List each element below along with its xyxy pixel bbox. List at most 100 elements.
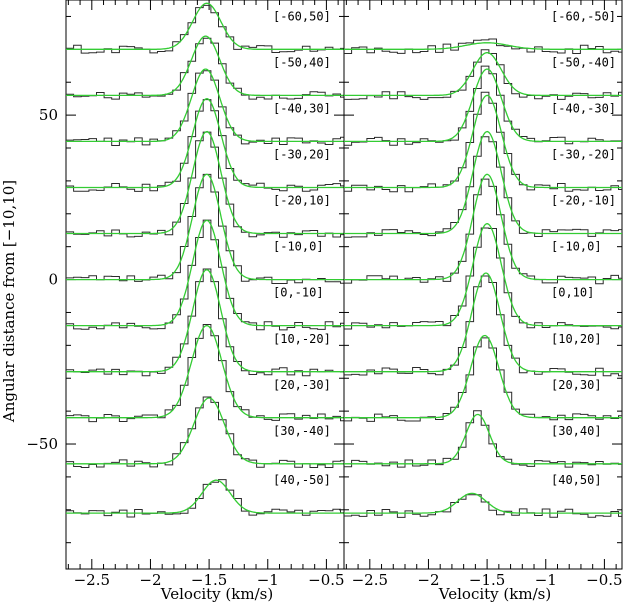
observed-histogram [66, 37, 344, 100]
y-tick-label: −50 [26, 435, 58, 453]
gaussian-fit [66, 479, 344, 514]
spectrum-[20,-30]: [20,-30] [66, 324, 344, 423]
gaussian-fit [344, 413, 622, 465]
observed-histogram [66, 479, 344, 518]
observed-histogram [344, 410, 622, 468]
observed-histogram [344, 49, 622, 100]
y-axis-label: Angular distance from [−10,10] [0, 180, 18, 423]
gaussian-fit [344, 68, 622, 143]
spectrum-[40,50]: [40,50] [344, 473, 622, 518]
x-tick-label: −0.5 [308, 571, 344, 589]
observed-histogram [66, 268, 344, 377]
position-label: [-50,-40] [551, 55, 616, 69]
gaussian-fit [344, 130, 622, 235]
gaussian-fit [344, 223, 622, 327]
panels-layer: −2.5 −2 −1.5 −1 −0.5 50 0 −50 Velocity (km/s) [-6… [26, 0, 623, 602]
gaussian-fit [66, 98, 344, 189]
x-tick-label: −1.5 [469, 571, 505, 589]
x-tick-label: −2.5 [352, 571, 388, 589]
position-label: [-60,-50] [551, 9, 616, 23]
spectrum-[0,-10]: [0,-10] [66, 219, 344, 331]
spectrum-[-50,40]: [-50,40] [66, 35, 344, 100]
spectrum-[-40,-30]: [-40,-30] [344, 65, 622, 146]
y-tick-label: 0 [48, 271, 58, 289]
position-label: [-60,50] [273, 9, 331, 23]
spectrum-[10,20]: [10,20] [344, 272, 622, 377]
observed-histogram [344, 275, 622, 377]
position-label: [10,20] [551, 332, 602, 346]
gaussian-fit [344, 173, 622, 281]
observed-histogram [344, 178, 622, 285]
x-tick-label: −0.5 [586, 571, 622, 589]
observed-histogram [66, 99, 344, 192]
spectrum-[40,-50]: [40,-50] [66, 473, 344, 518]
position-label: [30,40] [551, 424, 602, 438]
spectrum-[30,40]: [30,40] [344, 410, 622, 468]
gaussian-fit [66, 269, 344, 373]
position-label: [-10,0] [551, 240, 602, 254]
position-label: [40,-50] [273, 473, 331, 487]
spectrum-[30,-40]: [30,-40] [66, 396, 344, 468]
position-label: [0,-10] [273, 286, 324, 300]
position-label: [10,-20] [273, 332, 331, 346]
observed-histogram [66, 4, 344, 54]
gaussian-fit [344, 272, 622, 373]
spectrum-[10,-20]: [10,-20] [66, 268, 344, 377]
spectrum-[-30,20]: [-30,20] [66, 98, 344, 192]
gaussian-fit [66, 219, 344, 327]
x-axis-label: Velocity (km/s) [160, 585, 273, 602]
spectrum-[-40,30]: [-40,30] [66, 68, 344, 146]
x-tick-label: −2 [417, 571, 439, 589]
spectrum-[-50,-40]: [-50,-40] [344, 49, 622, 100]
spectrum-[-60,-50]: [-60,-50] [344, 9, 622, 54]
gaussian-fit [344, 42, 622, 50]
gaussian-fit [66, 2, 344, 50]
position-label: [-40,-30] [551, 102, 616, 116]
observed-histogram [344, 136, 622, 238]
position-label: [-50,40] [273, 55, 331, 69]
x-tick-label: −1.5 [191, 571, 227, 589]
x-tick-label: −1 [535, 571, 557, 589]
observed-histogram [66, 173, 344, 284]
observed-histogram [66, 396, 344, 468]
gaussian-fit [66, 35, 344, 97]
gaussian-fit [66, 325, 344, 419]
position-label: [30,-40] [273, 424, 331, 438]
panel-frame [343, 0, 623, 570]
gaussian-fit [66, 397, 344, 465]
spectrum-[-10,0]: [-10,0] [344, 173, 622, 285]
observed-histogram [66, 70, 344, 146]
x-tick-label: −2.5 [74, 571, 110, 589]
gaussian-fit [344, 334, 622, 419]
position-label: [40,50] [551, 473, 602, 487]
spectrum-[-30,-20]: [-30,-20] [344, 91, 622, 193]
gaussian-fit [344, 94, 622, 189]
x-tick-label: −2 [139, 571, 161, 589]
position-label: [-30,20] [273, 148, 331, 162]
position-label: [20,30] [551, 378, 602, 392]
spectrum-[-10,0]: [-10,0] [66, 173, 344, 284]
y-tick-label: 50 [39, 106, 58, 124]
observed-histogram [66, 219, 344, 331]
gaussian-fit [66, 173, 344, 281]
position-label: [-20,-10] [551, 194, 616, 208]
position-label: [-40,30] [273, 102, 331, 116]
gaussian-fit [66, 130, 344, 235]
observed-histogram [344, 38, 622, 54]
position-label: [-30,-20] [551, 148, 616, 162]
position-label: [-10,0] [273, 240, 324, 254]
spectrum-[-60,50]: [-60,50] [66, 2, 344, 54]
panel-2: −2.5 −2 −1.5 −1 −0.5 Velocity (km/s) [-60,-50]… [343, 0, 623, 602]
position-label: [20,-30] [273, 378, 331, 392]
x-tick-label: −1 [257, 571, 279, 589]
spectrum-[20,30]: [20,30] [344, 334, 622, 422]
spectrum-[-20,-10]: [-20,-10] [344, 130, 622, 238]
gaussian-fit [66, 68, 344, 143]
x-axis-label: Velocity (km/s) [438, 585, 551, 602]
gaussian-fit [344, 492, 622, 514]
observed-histogram [66, 324, 344, 423]
observed-histogram [344, 91, 622, 193]
panel-1: −2.5 −2 −1.5 −1 −0.5 50 0 −50 Velocity (km/s) [-6… [26, 0, 345, 602]
gaussian-fit [344, 52, 622, 97]
